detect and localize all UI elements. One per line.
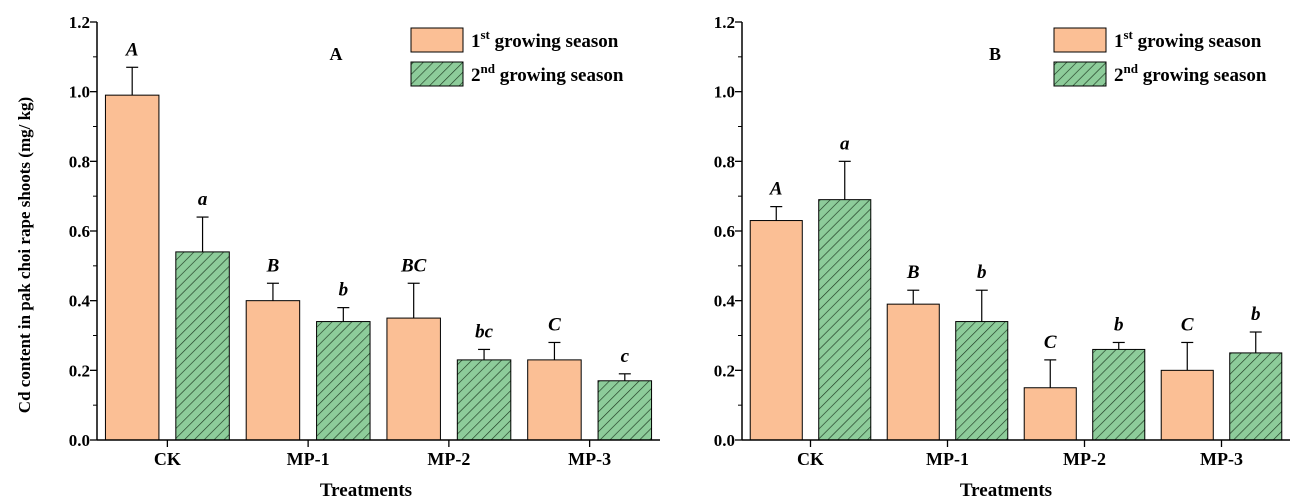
y-tick-label: 0.2 — [69, 361, 90, 380]
x-axis-label: Treatments — [320, 480, 412, 498]
significance-letter: bc — [475, 321, 494, 342]
significance-letter: b — [339, 280, 349, 301]
y-tick-label: 0.6 — [714, 222, 735, 241]
y-tick-label: 0.8 — [69, 152, 90, 171]
x-tick-label: MP-3 — [1200, 449, 1243, 469]
bar-mp-2-s1 — [1023, 387, 1077, 441]
y-tick-label: 0.2 — [714, 361, 735, 380]
significance-letter: B — [266, 255, 280, 276]
significance-letter: b — [977, 262, 987, 283]
chart-panel-a: Cd content in pak choi rape shoots (mg/ … — [15, 13, 660, 498]
bar-mp-1-s2 — [316, 321, 371, 441]
y-tick-label: 0.0 — [714, 431, 735, 450]
chart-panel-b: Treatments B A B C Ca b b b 0.0 0.2 0.4 0.6 0.8 1.0 1… — [714, 13, 1290, 498]
y-tick-label: 0.8 — [714, 152, 735, 171]
x-tick-label: MP-2 — [427, 449, 470, 469]
bar-mp-1-s1 — [886, 303, 940, 441]
significance-letter: A — [769, 179, 783, 200]
x-tick-label: MP-3 — [568, 449, 611, 469]
significance-letter: c — [621, 346, 630, 367]
significance-letter: BC — [400, 255, 427, 276]
x-tick-label: MP-2 — [1063, 449, 1106, 469]
bar-ck-s1 — [104, 94, 160, 441]
y-axis-label: Cd content in pak choi rape shoots (mg/ … — [15, 97, 34, 413]
bar-mp-2-s2 — [456, 359, 512, 441]
bar-mp-1-s2 — [955, 321, 1009, 441]
significance-letter: C — [1044, 332, 1057, 353]
y-tick-label: 1.0 — [714, 83, 735, 102]
significance-letter: C — [548, 314, 561, 335]
significance-letter: A — [125, 39, 139, 60]
x-tick-label: MP-1 — [287, 449, 330, 469]
y-tick-label: 1.0 — [69, 83, 90, 102]
y-tick-label: 0.4 — [69, 292, 91, 311]
bar-ck-s1 — [749, 220, 803, 441]
legend-swatch-s2 — [1053, 61, 1107, 87]
bar-mp-3-s1 — [527, 359, 582, 441]
significance-letter: b — [1251, 304, 1261, 325]
x-tick-label: CK — [797, 449, 824, 469]
bar-mp-3-s1 — [1160, 369, 1214, 441]
y-tick-label: 1.2 — [714, 13, 735, 32]
bar-mp-2-s2 — [1092, 348, 1146, 441]
bar-ck-s2 — [818, 199, 872, 441]
bar-mp-3-s2 — [1229, 352, 1283, 441]
x-axis-label: Treatments — [960, 480, 1052, 498]
x-tick-label: MP-1 — [926, 449, 969, 469]
bar-mp-1-s1 — [245, 300, 301, 441]
x-tick-label: CK — [154, 449, 181, 469]
significance-letter: a — [198, 189, 208, 210]
y-tick-label: 0.6 — [69, 222, 90, 241]
panel-label: A — [330, 44, 343, 64]
significance-letter: a — [840, 133, 850, 154]
panel-label: B — [989, 44, 1001, 64]
y-tick-label: 1.2 — [69, 13, 90, 32]
legend-label-s2: 2nd growing season — [1114, 61, 1267, 86]
bar-ck-s2 — [175, 251, 230, 441]
legend-label-s2: 2nd growing season — [471, 61, 624, 86]
y-tick-label: 0.4 — [714, 292, 736, 311]
legend-swatch-s1 — [410, 27, 464, 53]
legend-swatch-s1 — [1053, 27, 1107, 53]
legend-label-s1: 1st growing season — [471, 27, 619, 52]
significance-letter: B — [906, 262, 920, 283]
legend-swatch-s2 — [410, 61, 464, 87]
significance-letter: b — [1114, 314, 1124, 335]
legend-label-s1: 1st growing season — [1114, 27, 1262, 52]
bar-mp-3-s2 — [597, 380, 653, 441]
significance-letter: C — [1181, 314, 1194, 335]
y-tick-label: 0.0 — [69, 431, 90, 450]
bar-mp-2-s1 — [386, 317, 441, 441]
